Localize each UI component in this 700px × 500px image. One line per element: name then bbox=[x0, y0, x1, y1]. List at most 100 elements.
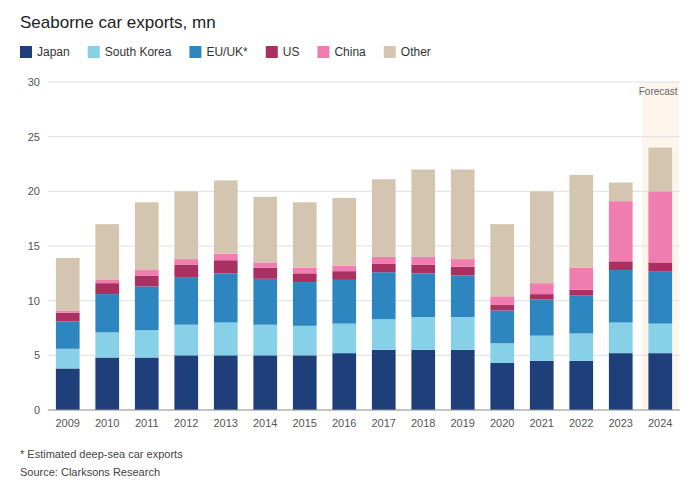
bar-segment bbox=[214, 180, 238, 253]
bar-segment bbox=[135, 358, 159, 410]
bar-segment bbox=[609, 270, 633, 322]
bar-segment bbox=[648, 148, 672, 192]
bar-segment bbox=[56, 349, 80, 369]
bar-segment bbox=[174, 191, 198, 259]
bar-segment bbox=[332, 271, 356, 280]
x-tick-label: 2024 bbox=[648, 417, 672, 429]
bar-segment bbox=[530, 294, 554, 299]
bar-segment bbox=[174, 259, 198, 264]
bar-segment bbox=[135, 286, 159, 330]
grid-line bbox=[48, 136, 680, 137]
bar-segment bbox=[530, 300, 554, 336]
y-tick-label: 5 bbox=[34, 349, 40, 361]
chart: 0510152025302009201020112012201320142015… bbox=[0, 0, 700, 500]
bar-segment bbox=[293, 202, 317, 268]
bar-segment bbox=[530, 283, 554, 294]
y-tick-label: 0 bbox=[34, 404, 40, 416]
bar-segment bbox=[214, 355, 238, 410]
x-tick-label: 2023 bbox=[609, 417, 633, 429]
x-tick-label: 2017 bbox=[372, 417, 396, 429]
legend-label: US bbox=[283, 45, 300, 59]
bar-segment bbox=[293, 273, 317, 282]
footnote: Source: Clarksons Research bbox=[20, 466, 160, 478]
x-axis: 2009201020112012201320142015201620172018… bbox=[48, 410, 680, 429]
x-tick-label: 2022 bbox=[569, 417, 593, 429]
legend-label: EU/UK* bbox=[206, 45, 248, 59]
y-tick-label: 15 bbox=[28, 240, 40, 252]
bar-segment bbox=[332, 353, 356, 410]
bar-segment bbox=[95, 280, 119, 283]
legend-swatch bbox=[384, 46, 396, 58]
bar-segment bbox=[648, 271, 672, 323]
bar-segment bbox=[451, 267, 475, 276]
bar-segment bbox=[332, 280, 356, 324]
bar-segment bbox=[490, 311, 514, 344]
grid-line bbox=[48, 82, 680, 83]
bar-segment bbox=[451, 350, 475, 410]
bar-segment bbox=[609, 183, 633, 202]
bar-segment bbox=[174, 265, 198, 278]
bar-segment bbox=[253, 325, 277, 356]
bar-segment bbox=[569, 290, 593, 295]
bar-segment bbox=[95, 294, 119, 332]
bar-segment bbox=[95, 358, 119, 410]
bar-segment bbox=[214, 273, 238, 322]
x-tick-label: 2010 bbox=[95, 417, 119, 429]
bar-segment bbox=[530, 361, 554, 410]
bar-segment bbox=[609, 201, 633, 261]
bar-segment bbox=[372, 272, 396, 319]
legend-swatch bbox=[317, 46, 329, 58]
bar-segment bbox=[56, 258, 80, 310]
bar-segment bbox=[411, 317, 435, 350]
bar-segment bbox=[135, 270, 159, 275]
bar-segment bbox=[648, 324, 672, 354]
legend-label: China bbox=[334, 45, 366, 59]
y-tick-label: 10 bbox=[28, 295, 40, 307]
bar-segment bbox=[451, 276, 475, 318]
bar-segment bbox=[451, 259, 475, 267]
x-tick-label: 2014 bbox=[253, 417, 277, 429]
title: Seaborne car exports, mn bbox=[20, 13, 216, 32]
bar-segment bbox=[293, 282, 317, 326]
legend-label: South Korea bbox=[105, 45, 172, 59]
bar-segment bbox=[648, 353, 672, 410]
y-tick-label: 30 bbox=[28, 76, 40, 88]
bar-segment bbox=[490, 224, 514, 296]
bar-segment bbox=[451, 317, 475, 350]
bar-segment bbox=[214, 260, 238, 273]
bar-segment bbox=[372, 319, 396, 350]
bar-segment bbox=[332, 266, 356, 271]
bar-segment bbox=[95, 224, 119, 280]
bar-segment bbox=[569, 295, 593, 333]
y-tick-label: 25 bbox=[28, 131, 40, 143]
x-tick-label: 2012 bbox=[174, 417, 198, 429]
legend-swatch bbox=[20, 46, 32, 58]
bars bbox=[56, 148, 672, 410]
x-tick-label: 2009 bbox=[56, 417, 80, 429]
bar-segment bbox=[569, 333, 593, 360]
bar-segment bbox=[490, 305, 514, 310]
bar-segment bbox=[490, 343, 514, 363]
bar-segment bbox=[490, 363, 514, 410]
grid-line bbox=[48, 410, 680, 411]
bar-segment bbox=[293, 268, 317, 273]
grid: 051015202530 bbox=[28, 76, 680, 416]
bar-segment bbox=[332, 198, 356, 266]
bar-segment bbox=[609, 353, 633, 410]
bar-segment bbox=[253, 279, 277, 325]
bar-segment bbox=[569, 175, 593, 268]
bar-segment bbox=[530, 336, 554, 361]
bar-segment bbox=[372, 350, 396, 410]
bar-segment bbox=[609, 261, 633, 270]
bar-segment bbox=[372, 257, 396, 264]
legend-swatch bbox=[189, 46, 201, 58]
bar-segment bbox=[135, 276, 159, 287]
x-tick-label: 2020 bbox=[490, 417, 514, 429]
bar-segment bbox=[214, 323, 238, 356]
x-tick-label: 2013 bbox=[214, 417, 238, 429]
legend-swatch bbox=[266, 46, 278, 58]
bar-segment bbox=[372, 263, 396, 272]
bar-segment bbox=[332, 324, 356, 354]
bar-segment bbox=[253, 355, 277, 410]
legend-swatch bbox=[88, 46, 100, 58]
